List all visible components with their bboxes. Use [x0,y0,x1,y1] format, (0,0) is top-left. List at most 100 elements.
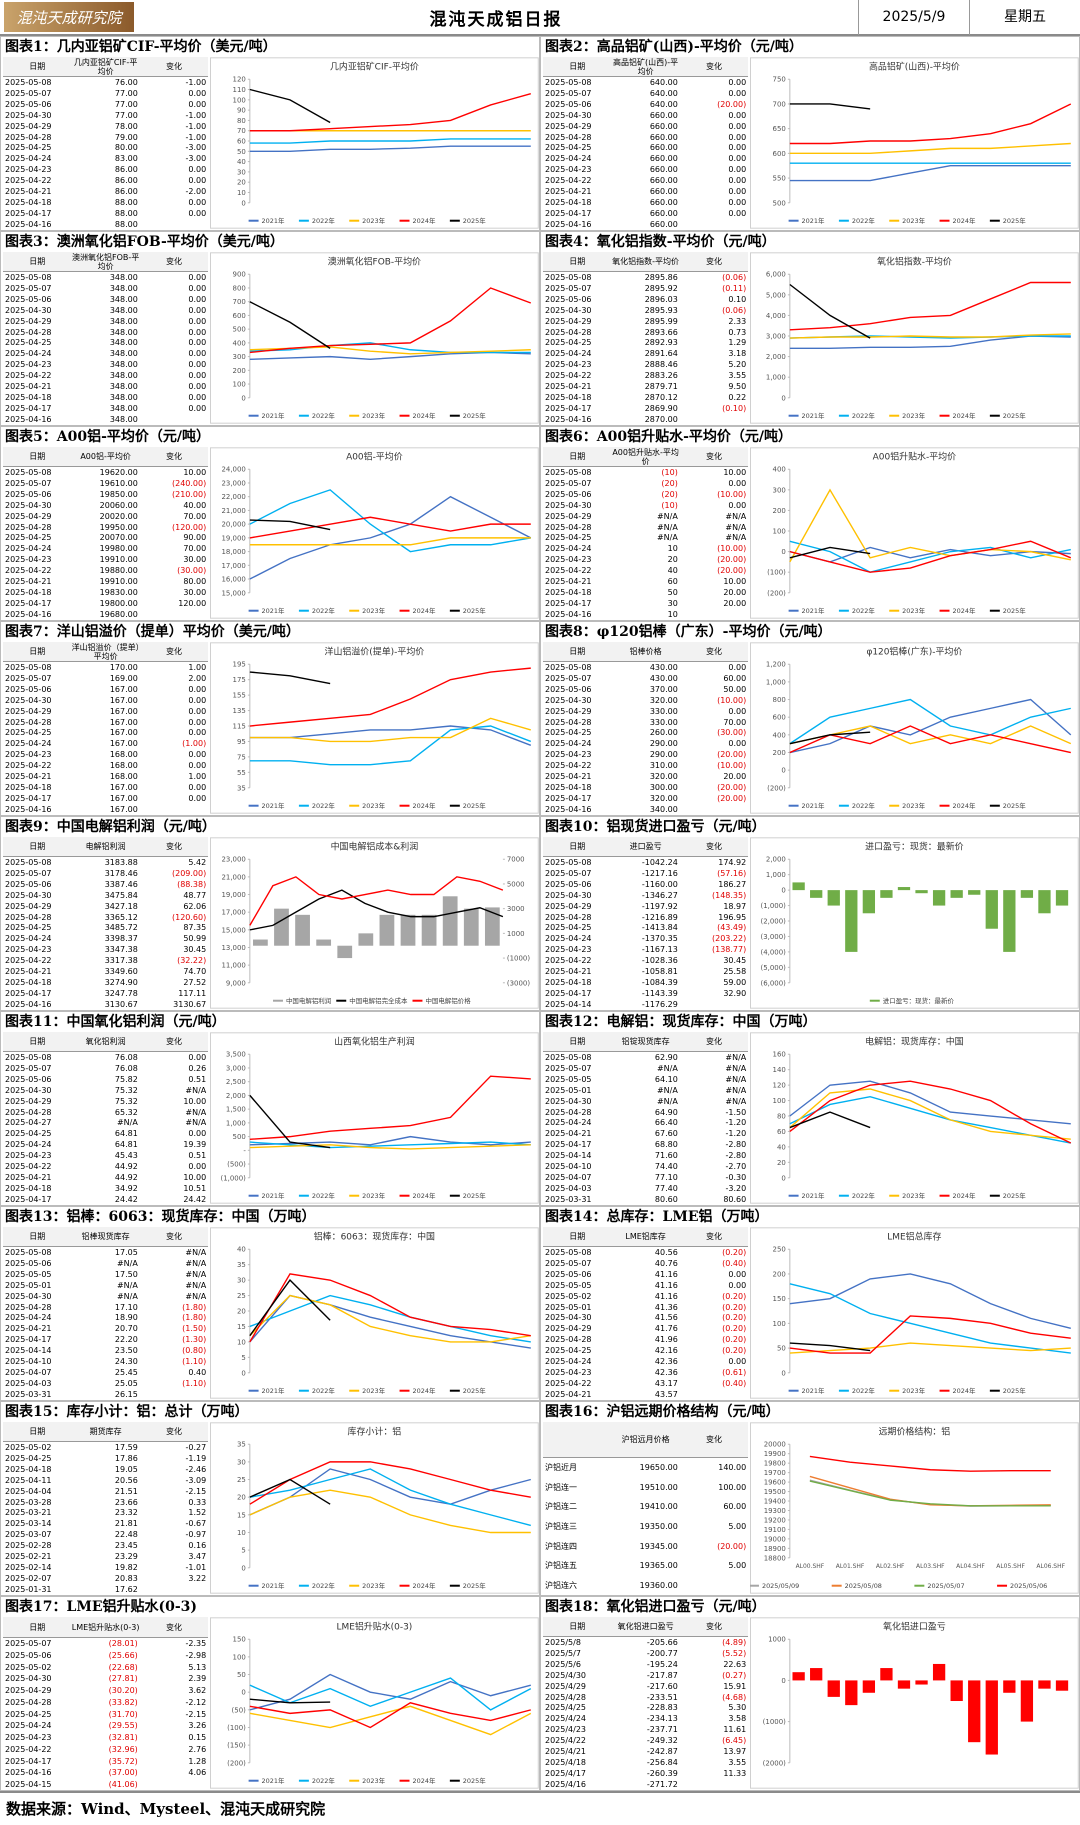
y-tick-label: 600 [773,150,786,158]
bar [274,908,290,946]
table-cell: 2025-05-07 [545,1258,592,1268]
table-row: 2025-04-17 3247.78 117.11 [3,989,208,1000]
table-cell: 2025-04-24 [545,1118,592,1128]
table-cell: 20 [667,555,678,565]
table-row: 2025-04-07 25.45 0.40 [3,1368,208,1379]
table-cell: 2025-04-28 [5,912,52,922]
legend-label: 2023年 [362,216,385,225]
legend-label: 2022年 [852,801,875,810]
table-row: 2025-04-18 -1084.39 59.00 [543,978,748,989]
table-row: 2025-05-08 40.56 (0.20) [543,1247,748,1259]
legend-label: 2022年 [852,606,875,615]
table-cell [140,415,208,425]
panel-body: 日期 铝棒现货库存 变化 2025-05-08 17.05 #N/A 2025-05-06 #… [1,1227,539,1400]
table-cell: 沪铝连五 [545,1561,577,1571]
table-cell: 2025/4/16 [545,1780,587,1790]
chart-title: 中国电解铝成本&利润 [331,840,419,852]
data-table: 日期 电解铝利润 变化 2025-05-08 3183.88 5.42 2025-05-07… [3,837,209,1010]
table-cell: 19910.00 [99,577,138,587]
table-cell: 348.00 [109,360,138,370]
table-cell: 5.00 [728,1561,747,1571]
table-cell: 70.00 [183,544,207,554]
table-cell: 2.00 [188,673,207,683]
y-tick-label: 300 [773,486,786,494]
table-cell: 0.00 [728,176,747,186]
table-cell: 2025-04-24 [5,1721,52,1731]
table-cell: 140.00 [718,1462,747,1472]
bar [1003,890,1016,952]
table-cell: -1.01 [185,1563,207,1573]
table-cell: 0.00 [188,294,207,304]
table-cell: 0.00 [188,750,207,760]
table-row: 2025-04-28 3365.12 (120.60) [3,912,208,923]
y-tick-label: 3000 [507,905,525,913]
table-row: 2025-05-06 41.16 0.00 [543,1269,748,1280]
y-tick-label: 550 [773,175,786,183]
table-row: 2025-04-25 3485.72 87.35 [3,923,208,934]
table-cell: (0.11) [722,283,747,293]
y-tick-label: 5,000 [766,291,786,299]
table-cell: 348.00 [109,272,138,282]
table-cell [680,805,748,815]
panel-title: 图表1：几内亚铝矿CIF-平均价（美元/吨） [5,39,277,55]
series-line [789,540,1072,573]
table-cell: 2025-05-06 [5,1651,52,1661]
table-row: 2025-04-21 348.00 0.00 [3,382,208,393]
table-cell: 沪铝近月 [545,1462,577,1472]
table-row: 2025-04-17 24.42 24.42 [3,1195,208,1205]
table-cell: 65.32 [114,1107,138,1117]
table-row: 2025/4/28 -233.51 (4.68) [543,1692,748,1703]
panel-title: 图表14：总库存：LME铝（万吨） [545,1209,769,1225]
series-line [789,1273,1072,1330]
table-cell: 2025-04-30 [545,110,592,120]
table-row: 2025-04-16 3130.67 3130.67 [3,1000,208,1010]
table-cell: 2025-04-23 [545,165,592,175]
table-row: 2025-04-17 22.20 (1.30) [3,1335,208,1346]
table-cell: (20.00) [717,99,747,109]
table-cell: 2025/4/23 [545,1725,587,1735]
table-cell: 19410.00 [639,1502,678,1512]
legend-label: 2021年 [262,411,285,420]
y-tick-label: 55 [237,769,246,777]
table-cell: 2025-04-30 [5,1291,52,1301]
table-cell: (0.80) [182,1346,207,1356]
table-cell: 168.00 [109,750,138,760]
table-cell: 41.76 [654,1324,678,1334]
table-row: 2025-04-28 167.00 0.00 [3,717,208,728]
table-cell: (0.06) [722,305,747,315]
table-cell: (240.00) [172,478,207,488]
table-cell: 2025-05-06 [5,684,52,694]
table-cell: -3.20 [725,1184,747,1194]
table-row: 2025-04-22 43.17 (0.40) [543,1379,748,1390]
table-cell: 186.27 [718,879,747,889]
table-cell: 348.00 [109,316,138,326]
table-cell [680,415,748,425]
table-cell [140,220,208,230]
header-row: 日期 几内亚铝矿CIF-平均价 变化 [3,57,209,78]
legend-label: 2022年 [312,1581,335,1590]
table-cell: (0.20) [722,1291,747,1301]
chart-title: 库存小计：铝 [348,1425,402,1437]
table-cell: (0.20) [722,1313,747,1323]
table-cell: 330.00 [649,717,678,727]
header-cell: 变化 [139,1032,209,1053]
table-row: 2025-05-07 640.00 0.00 [543,88,748,99]
table-cell: 20.56 [114,1475,138,1485]
panel-title: 图表5：A00铝-平均价（元/吨） [5,429,211,445]
panel: 图表12：电解铝：现货库存：中国（万吨） 日期 铝锭现货库存 变化 2025-05-08… [540,1011,1080,1206]
table-cell: 2.39 [188,1674,207,1684]
table-cell: 2025-04-25 [5,338,52,348]
y-tick-label: 1,000 [226,1119,246,1127]
panel-title: 图表17：LME铝升贴水(0-3) [5,1599,198,1615]
table-cell: 167.00 [109,739,138,749]
header-cell: 铝棒现货库存 [71,1227,140,1248]
table-row: 2025-05-05 17.50 #N/A [3,1269,208,1280]
table-cell: -3.00 [185,143,207,153]
header-cell: 日期 [3,1617,72,1639]
table-cell: 2025-04-30 [5,695,52,705]
panel: 图表15：库存小计：铝：总计（万吨） 日期 期货库存 变化 2025-05-02 17.5… [0,1401,540,1596]
legend-label: 2022年 [852,1386,875,1395]
table-cell: 2025/4/22 [545,1736,587,1746]
table-cell: 310.00 [649,761,678,771]
